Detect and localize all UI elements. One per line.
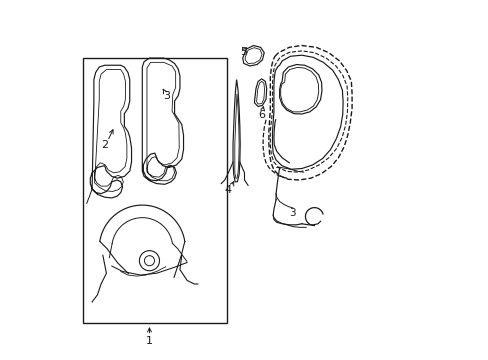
Text: 6: 6: [258, 110, 264, 120]
Text: 3: 3: [163, 91, 170, 101]
Text: 5: 5: [240, 46, 247, 57]
Text: 1: 1: [146, 336, 153, 346]
Bar: [83, 58, 226, 323]
Text: 3: 3: [289, 208, 296, 218]
Text: 2: 2: [101, 140, 108, 150]
Text: 4: 4: [224, 185, 231, 195]
